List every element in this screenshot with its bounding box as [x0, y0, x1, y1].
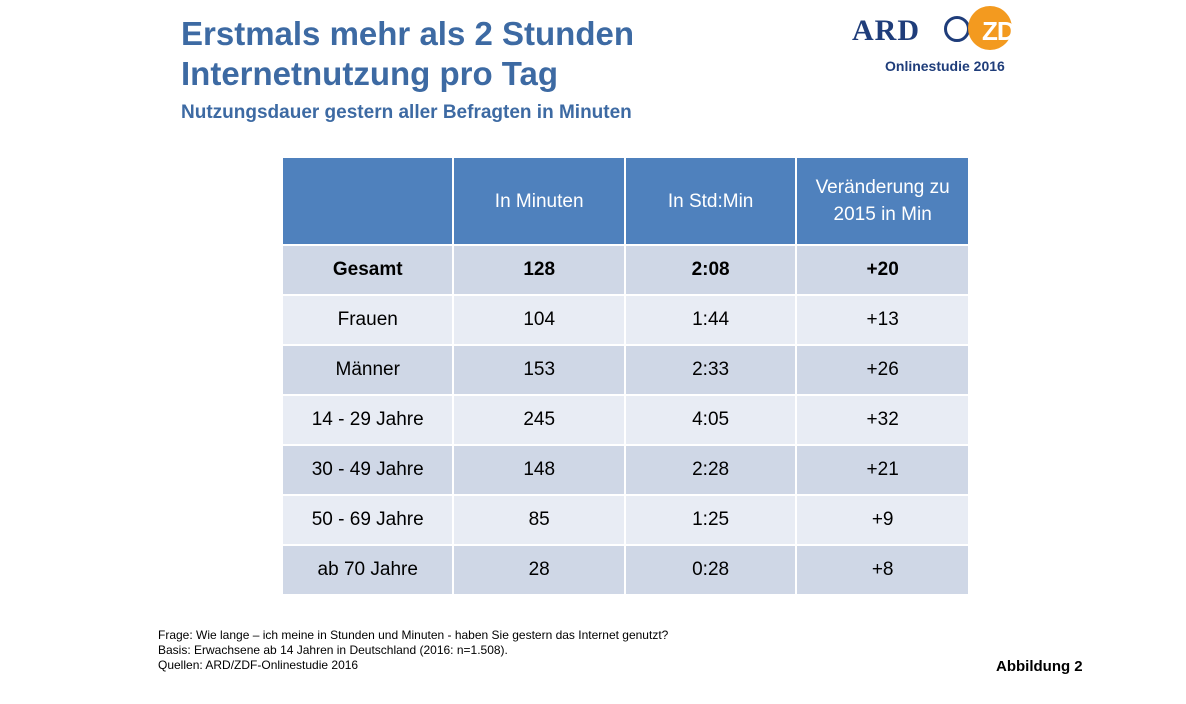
row-label: 30 - 49 Jahre	[280, 444, 455, 496]
row-label: 50 - 69 Jahre	[280, 494, 455, 546]
ard-logo-text: ARD	[852, 14, 920, 47]
table-row: Frauen 104 1:44 +13	[280, 294, 970, 346]
table-row: Männer 153 2:33 +26	[280, 344, 970, 396]
header-hours-minutes: In Std:Min	[623, 156, 798, 246]
cell-minutes: 153	[452, 344, 626, 396]
header-empty	[280, 156, 455, 246]
row-label: Frauen	[280, 294, 455, 346]
footnote-source: Quellen: ARD/ZDF-Onlinestudie 2016	[158, 658, 359, 672]
row-label: 14 - 29 Jahre	[280, 394, 455, 446]
cell-minutes: 28	[452, 544, 626, 596]
cell-minutes: 148	[452, 444, 626, 496]
row-label: ab 70 Jahre	[280, 544, 455, 596]
zdf-logo-text: ZDF	[982, 16, 1031, 46]
footnotes: Frage: Wie lange – ich meine in Stunden …	[158, 628, 668, 673]
cell-hours-minutes: 1:44	[623, 294, 798, 346]
cell-change: +8	[795, 544, 970, 596]
table-header-row: In Minuten In Std:Min Veränderung zu 201…	[280, 156, 970, 246]
cell-change: +21	[795, 444, 970, 496]
ard-one-icon	[944, 16, 970, 42]
page-subtitle: Nutzungsdauer gestern aller Befragten in…	[181, 102, 632, 123]
page-title: Erstmals mehr als 2 Stunden Internetnutz…	[181, 14, 634, 94]
cell-hours-minutes: 2:33	[623, 344, 798, 396]
cell-minutes: 85	[452, 494, 626, 546]
cell-change: +13	[795, 294, 970, 346]
cell-hours-minutes: 2:08	[623, 244, 798, 296]
row-label: Gesamt	[280, 244, 455, 296]
cell-change: +20	[795, 244, 970, 296]
cell-minutes: 128	[452, 244, 626, 296]
cell-change: +9	[795, 494, 970, 546]
ard-zdf-logo: ARD ZDF Onlinestudie 2016	[852, 4, 1062, 84]
table-row: Gesamt 128 2:08 +20	[280, 244, 970, 296]
cell-minutes: 104	[452, 294, 626, 346]
cell-change: +32	[795, 394, 970, 446]
title-line-1: Erstmals mehr als 2 Stunden	[181, 15, 634, 52]
cell-minutes: 245	[452, 394, 626, 446]
cell-hours-minutes: 0:28	[623, 544, 798, 596]
title-line-2: Internetnutzung pro Tag	[181, 55, 559, 92]
footnote-basis: Basis: Erwachsene ab 14 Jahren in Deutsc…	[158, 643, 508, 657]
header-change: Veränderung zu 2015 in Min	[795, 156, 970, 246]
logo-caption: Onlinestudie 2016	[885, 58, 1005, 74]
usage-table: In Minuten In Std:Min Veränderung zu 201…	[280, 156, 970, 596]
footnote-question: Frage: Wie lange – ich meine in Stunden …	[158, 628, 669, 642]
cell-hours-minutes: 4:05	[623, 394, 798, 446]
table-row: 50 - 69 Jahre 85 1:25 +9	[280, 494, 970, 546]
table-row: 14 - 29 Jahre 245 4:05 +32	[280, 394, 970, 446]
table-row: 30 - 49 Jahre 148 2:28 +21	[280, 444, 970, 496]
table-row: ab 70 Jahre 28 0:28 +8	[280, 544, 970, 596]
cell-hours-minutes: 1:25	[623, 494, 798, 546]
cell-hours-minutes: 2:28	[623, 444, 798, 496]
zdf-circle-icon	[968, 6, 1012, 50]
cell-change: +26	[795, 344, 970, 396]
row-label: Männer	[280, 344, 455, 396]
figure-label: Abbildung 2	[996, 658, 1083, 675]
header-minutes: In Minuten	[452, 156, 626, 246]
